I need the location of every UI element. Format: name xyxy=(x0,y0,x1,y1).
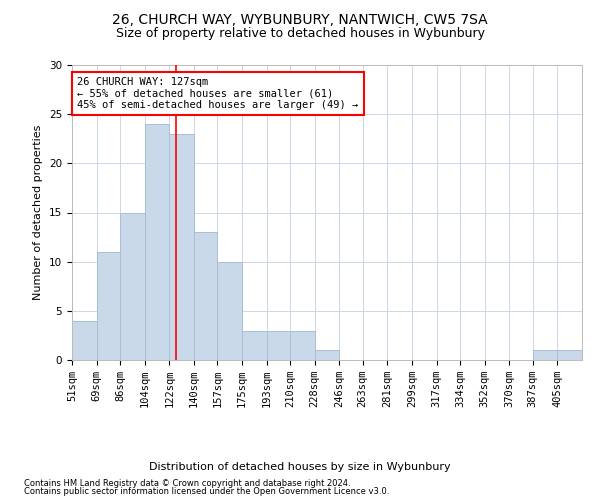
Text: Contains public sector information licensed under the Open Government Licence v3: Contains public sector information licen… xyxy=(24,487,389,496)
Text: 26 CHURCH WAY: 127sqm
← 55% of detached houses are smaller (61)
45% of semi-deta: 26 CHURCH WAY: 127sqm ← 55% of detached … xyxy=(77,77,359,110)
Bar xyxy=(194,232,217,360)
Bar xyxy=(97,252,120,360)
Bar xyxy=(242,330,266,360)
Text: Contains HM Land Registry data © Crown copyright and database right 2024.: Contains HM Land Registry data © Crown c… xyxy=(24,478,350,488)
Bar xyxy=(557,350,582,360)
Text: Size of property relative to detached houses in Wybunbury: Size of property relative to detached ho… xyxy=(115,28,485,40)
Bar xyxy=(217,262,242,360)
Bar xyxy=(169,134,194,360)
Y-axis label: Number of detached properties: Number of detached properties xyxy=(34,125,43,300)
Bar xyxy=(145,124,169,360)
Text: 26, CHURCH WAY, WYBUNBURY, NANTWICH, CW5 7SA: 26, CHURCH WAY, WYBUNBURY, NANTWICH, CW5… xyxy=(112,12,488,26)
Bar xyxy=(267,330,290,360)
Bar xyxy=(315,350,339,360)
Bar xyxy=(72,320,97,360)
Bar xyxy=(290,330,314,360)
Bar xyxy=(533,350,557,360)
Text: Distribution of detached houses by size in Wybunbury: Distribution of detached houses by size … xyxy=(149,462,451,472)
Bar xyxy=(120,212,145,360)
